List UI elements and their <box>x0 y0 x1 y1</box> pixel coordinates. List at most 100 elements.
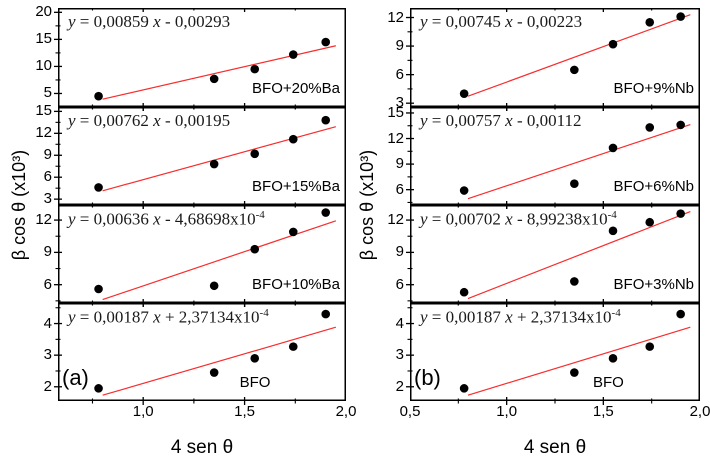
x-tick-label: 2,0 <box>335 403 357 420</box>
y-tick-label: 3 <box>43 190 52 208</box>
data-point <box>209 368 219 377</box>
panel-plot <box>54 8 346 111</box>
equation-label: y = 0,00859 x - 0,00293 <box>68 12 231 31</box>
y-tick-label: 6 <box>395 65 404 83</box>
y-tick-label: 4 <box>43 314 52 332</box>
y-tick-label: 10 <box>35 57 52 75</box>
equation-label: y = 0,00187 x + 2,37134x10-4 <box>68 307 269 327</box>
fit-line <box>467 123 691 200</box>
data-point <box>570 179 579 188</box>
data-point <box>645 217 655 227</box>
data-point <box>288 342 298 351</box>
data-point <box>676 120 685 130</box>
x-axis-title-right: 4 sen θ <box>523 437 587 458</box>
x-tick-label: 1,5 <box>234 403 255 420</box>
data-point <box>209 159 219 169</box>
data-point <box>645 342 655 351</box>
equation-label: y = 0,00187 x + 2,37134x10-4 <box>420 307 621 327</box>
sample-label: BFO+9%Nb <box>613 80 694 97</box>
x-tick-label: 2,0 <box>689 403 710 420</box>
panel-plot <box>54 303 346 405</box>
fit-line <box>102 326 337 396</box>
y-tick-label: 3 <box>395 94 404 112</box>
y-tick-label: 6 <box>43 275 52 293</box>
sample-label: BFO <box>239 374 271 391</box>
data-point <box>288 227 298 237</box>
y-tick-label: 15 <box>387 103 404 121</box>
data-point <box>209 281 219 291</box>
y-tick-label: 12 <box>387 8 404 26</box>
data-point <box>608 226 618 236</box>
equation-label: y = 0,00636 x - 4,68698x10-4 <box>68 209 265 229</box>
y-tick-label: 6 <box>395 180 404 198</box>
data-point <box>608 143 618 153</box>
panel-right-3 <box>406 303 700 405</box>
axis-box <box>58 107 346 205</box>
data-point <box>94 183 103 192</box>
y-tick-label: 9 <box>395 243 404 261</box>
fit-line <box>467 14 691 97</box>
equation-label: y = 0,00702 x - 8,99238x10-4 <box>420 209 617 229</box>
data-point <box>459 287 469 297</box>
y-tick-label: 12 <box>387 211 404 229</box>
sample-label: BFO+6%Nb <box>613 178 694 195</box>
y-tick-label: 12 <box>35 211 52 229</box>
y-tick-label: 6 <box>395 275 404 293</box>
x-tick-label: 1,5 <box>592 403 614 420</box>
data-point <box>321 309 331 319</box>
y-tick-label: 9 <box>43 243 52 261</box>
data-point <box>321 208 331 217</box>
sample-label: BFO+15%Ba <box>252 178 340 195</box>
data-point <box>94 91 103 101</box>
y-tick-label: 9 <box>395 155 404 173</box>
data-point <box>459 89 469 98</box>
sample-label: BFO+20%Ba <box>252 80 340 97</box>
data-point <box>459 384 469 393</box>
equation-label: y = 0,00745 x - 0,00223 <box>420 12 583 31</box>
y-tick-label: 15 <box>35 30 52 48</box>
panel-letter-a: (a) <box>62 365 89 390</box>
data-point <box>321 37 331 47</box>
y-tick-label: 6 <box>43 168 52 186</box>
y-tick-label: 12 <box>35 124 52 142</box>
fit-line <box>467 211 691 300</box>
data-point <box>288 134 298 144</box>
y-tick-label: 4 <box>395 314 404 332</box>
axis-box <box>58 303 346 401</box>
data-point <box>250 149 260 159</box>
y-tick-label: 3 <box>43 346 52 364</box>
data-point <box>250 64 260 74</box>
y-tick-label: 3 <box>395 346 404 364</box>
y-tick-label: 12 <box>387 129 404 147</box>
x-axis-title-left: 4 sen θ <box>170 437 234 458</box>
data-point <box>570 368 579 377</box>
fit-line <box>467 326 691 396</box>
data-point <box>209 74 219 84</box>
data-point <box>645 123 655 132</box>
data-point <box>94 284 103 294</box>
panel-plot <box>406 303 700 405</box>
y-tick-label: 9 <box>43 146 52 164</box>
sample-label: BFO+3%Nb <box>613 276 694 293</box>
equation-label: y = 0,00757 x - 0,00112 <box>420 111 582 130</box>
data-point <box>459 186 469 195</box>
data-point <box>94 384 103 393</box>
panel-right-0 <box>406 8 700 111</box>
data-point <box>608 39 618 49</box>
panel-letter-b: (b) <box>414 365 441 390</box>
y-tick-label: 2 <box>43 377 52 395</box>
sample-label: BFO+10%Ba <box>252 276 340 293</box>
axis-box <box>58 205 346 303</box>
data-point <box>676 209 685 218</box>
panel-plot <box>406 8 700 111</box>
sample-label: BFO <box>593 374 624 391</box>
x-tick-label: 1,0 <box>132 403 154 420</box>
equation-label: y = 0,00762 x - 0,00195 <box>68 111 231 130</box>
x-tick-label: 0,5 <box>399 403 421 420</box>
x-tick-label: 1,0 <box>496 403 518 420</box>
axis-box <box>58 8 346 107</box>
y-tick-label: 20 <box>35 3 52 21</box>
data-point <box>645 17 655 27</box>
y-tick-label: 2 <box>395 377 404 395</box>
